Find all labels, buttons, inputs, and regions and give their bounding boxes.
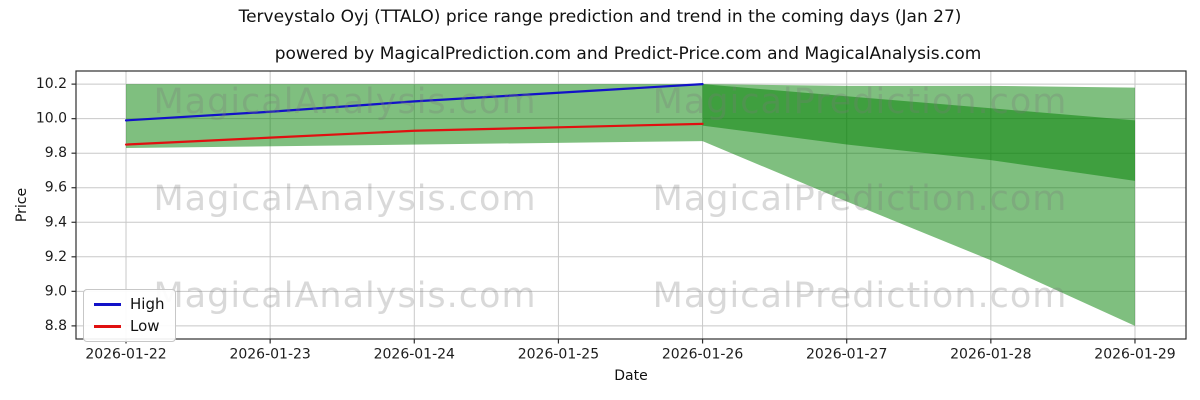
legend-line-swatch: [94, 303, 121, 306]
watermark-right: MagicalPrediction.com: [653, 276, 1068, 316]
legend-item-low: Low: [94, 319, 164, 334]
band-forecast-range-inner: [702, 84, 1135, 181]
series-line-high: [124, 83, 704, 122]
chart-subtitle: powered by MagicalPrediction.com and Pre…: [274, 44, 982, 64]
chart-title: Terveystalo Oyj (TTALO) price range pred…: [238, 7, 962, 27]
x-tick-label: 2026-01-27: [806, 347, 887, 363]
y-tick-label: 10.2: [36, 76, 67, 92]
series-line-low: [124, 122, 704, 146]
y-axis-label: Price: [14, 187, 30, 223]
x-tick-label: 2026-01-25: [518, 347, 599, 363]
x-tick-label: 2026-01-22: [85, 347, 166, 363]
y-tick-label: 9.4: [45, 214, 67, 230]
x-tick-label: 2026-01-28: [950, 347, 1031, 363]
watermark-right: MagicalPrediction.com: [653, 82, 1068, 122]
legend-label: High: [130, 295, 165, 313]
watermark-left: MagicalAnalysis.com: [153, 82, 536, 122]
y-tick-label: 9.6: [45, 180, 67, 196]
y-tick-label: 8.8: [45, 318, 67, 334]
y-tick-label: 9.2: [45, 249, 67, 265]
legend-item-high: High: [94, 297, 164, 312]
watermark-right: MagicalPrediction.com: [653, 179, 1068, 219]
legend-line-swatch: [94, 325, 121, 328]
axes-frame: [75, 70, 1187, 340]
x-tick-label: 2026-01-26: [662, 347, 743, 363]
y-tick-label: 10.0: [36, 111, 67, 127]
watermark-left: MagicalAnalysis.com: [153, 276, 536, 316]
legend: High Low: [83, 289, 177, 342]
x-tick-label: 2026-01-29: [1094, 347, 1175, 363]
x-axis-label: Date: [614, 368, 648, 384]
watermark-left: MagicalAnalysis.com: [153, 179, 536, 219]
legend-label: Low: [130, 317, 160, 335]
x-tick-label: 2026-01-24: [374, 347, 455, 363]
y-tick-label: 9.0: [45, 283, 67, 299]
band-historical-range: [126, 84, 703, 149]
y-tick-label: 9.8: [45, 145, 67, 161]
x-tick-label: 2026-01-23: [229, 347, 310, 363]
